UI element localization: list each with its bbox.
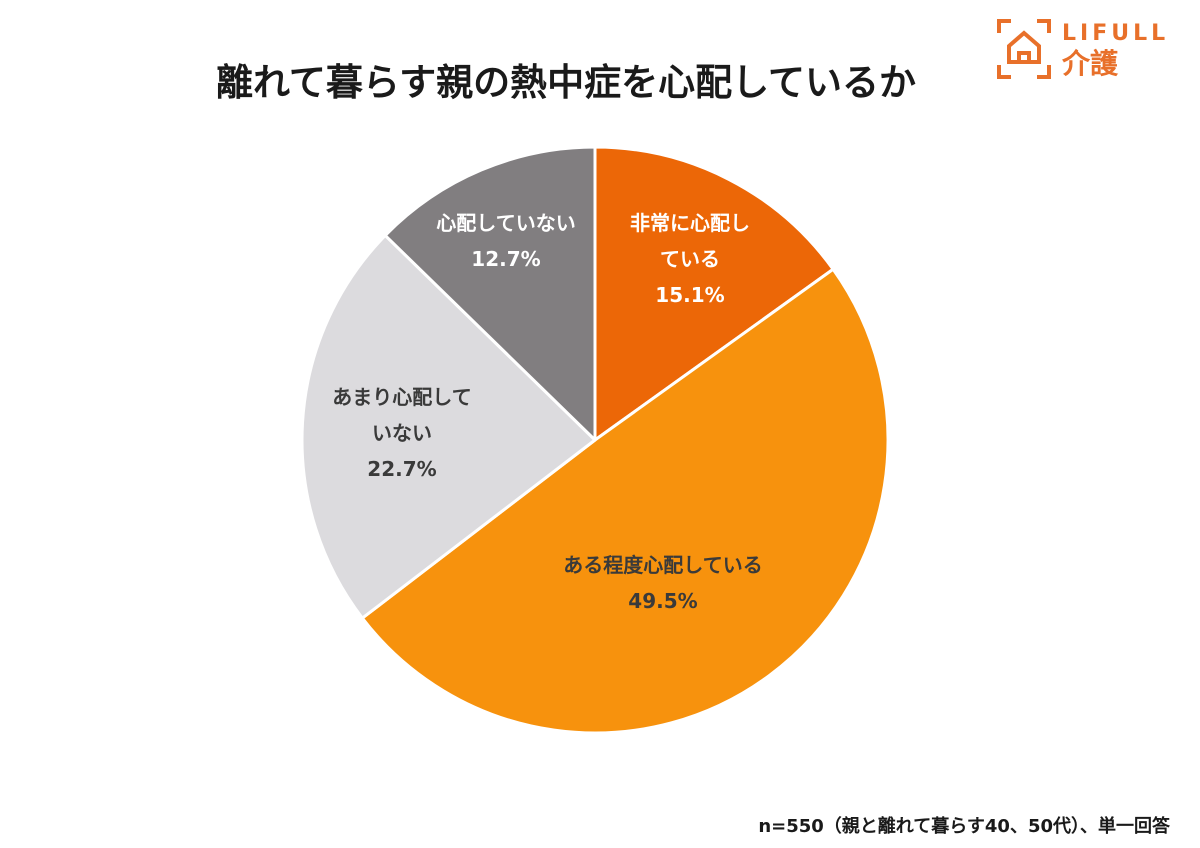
footnote: n=550（親と離れて暮らす40、50代）、単一回答 — [758, 816, 1170, 837]
slice-category-label: 非常に心配し — [630, 211, 750, 235]
slice-category-label: あまり心配して — [332, 385, 471, 409]
slice-category-label: ている — [660, 247, 720, 271]
slice-category-label: 心配していない — [436, 211, 575, 235]
slice-category-label: ある程度心配している — [563, 553, 762, 577]
chart-title: 離れて暮らす親の熱中症を心配しているか — [216, 61, 917, 104]
slice-value-label: 22.7% — [367, 457, 436, 481]
slice-value-label: 12.7% — [471, 247, 540, 271]
logo-text-en: LIFULL — [1062, 21, 1169, 46]
pie-slice-3 — [300, 233, 597, 620]
pie-slice-4 — [383, 145, 597, 442]
pie-slice-1 — [593, 145, 835, 442]
slice-value-label: 49.5% — [628, 589, 697, 613]
slice-value-label: 15.1% — [655, 283, 724, 307]
slice-category-label: いない — [372, 421, 432, 445]
lifull-kaigo-logo: LIFULL 介護 — [997, 19, 1169, 80]
logo-text-jp: 介護 — [1061, 47, 1119, 80]
pie-slice-2 — [360, 267, 890, 735]
